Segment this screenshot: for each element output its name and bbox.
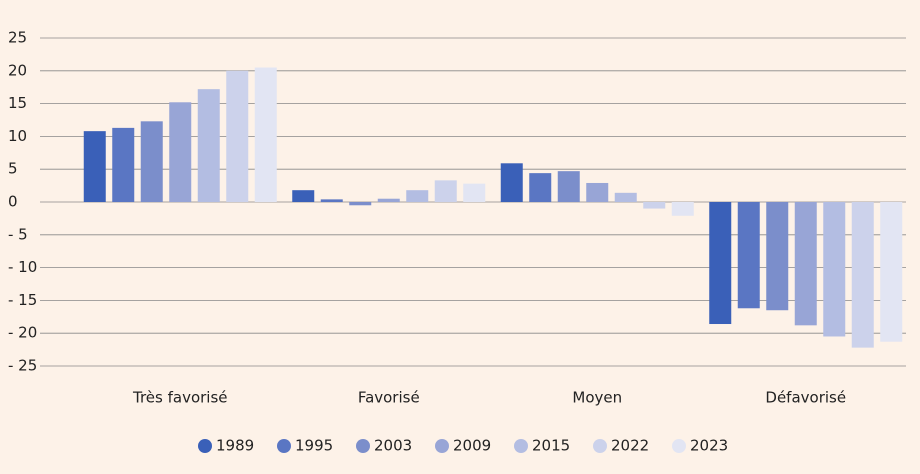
bar (557, 171, 580, 202)
bar (349, 202, 372, 206)
legend-marker (356, 439, 370, 453)
y-tick-label: 0 (8, 193, 18, 211)
y-tick-label: - 10 (8, 258, 37, 276)
bar (851, 202, 874, 348)
bar (140, 121, 163, 202)
x-tick-label: Favorisé (358, 389, 420, 407)
bar (766, 202, 789, 311)
bar (112, 127, 135, 202)
bar (254, 67, 277, 203)
legend-marker (435, 439, 449, 453)
bar (406, 190, 429, 202)
bar (880, 202, 903, 342)
bar (643, 202, 666, 209)
legend-marker (672, 439, 686, 453)
y-tick-label: 25 (8, 29, 27, 47)
bar (709, 202, 732, 325)
bar (320, 199, 343, 202)
bar (614, 192, 637, 202)
legend-label: 2023 (690, 437, 728, 455)
bar (292, 190, 315, 202)
y-tick-label: 20 (8, 61, 27, 79)
bar (197, 89, 220, 202)
y-tick-label: 5 (8, 160, 18, 178)
bar (823, 202, 846, 337)
y-tick-label: 10 (8, 127, 27, 145)
bar (671, 202, 694, 216)
bar (83, 131, 106, 202)
bar (463, 183, 486, 202)
bar (586, 182, 609, 202)
y-tick-label: - 20 (8, 324, 37, 342)
bar (794, 202, 817, 326)
legend-label: 2009 (453, 437, 491, 455)
bar (226, 70, 249, 202)
legend-label: 2003 (374, 437, 412, 455)
bar (737, 202, 760, 309)
y-tick-label: - 25 (8, 357, 37, 375)
bar (434, 180, 457, 202)
y-tick-label: - 15 (8, 291, 37, 309)
x-tick-label: Très favorisé (132, 389, 228, 407)
legend-label: 1995 (295, 437, 333, 455)
legend-marker (514, 439, 528, 453)
bar (169, 102, 192, 202)
legend-label: 2015 (532, 437, 570, 455)
legend-marker (198, 439, 212, 453)
x-tick-label: Défavorisé (765, 389, 846, 407)
legend-marker (277, 439, 291, 453)
bar (500, 163, 523, 202)
y-tick-label: 15 (8, 94, 27, 112)
legend-marker (593, 439, 607, 453)
legend-label: 1989 (216, 437, 254, 455)
x-tick-label: Moyen (572, 389, 622, 407)
legend-label: 2022 (611, 437, 649, 455)
bar (377, 198, 400, 202)
bar (529, 173, 552, 202)
y-tick-label: - 5 (8, 225, 28, 243)
